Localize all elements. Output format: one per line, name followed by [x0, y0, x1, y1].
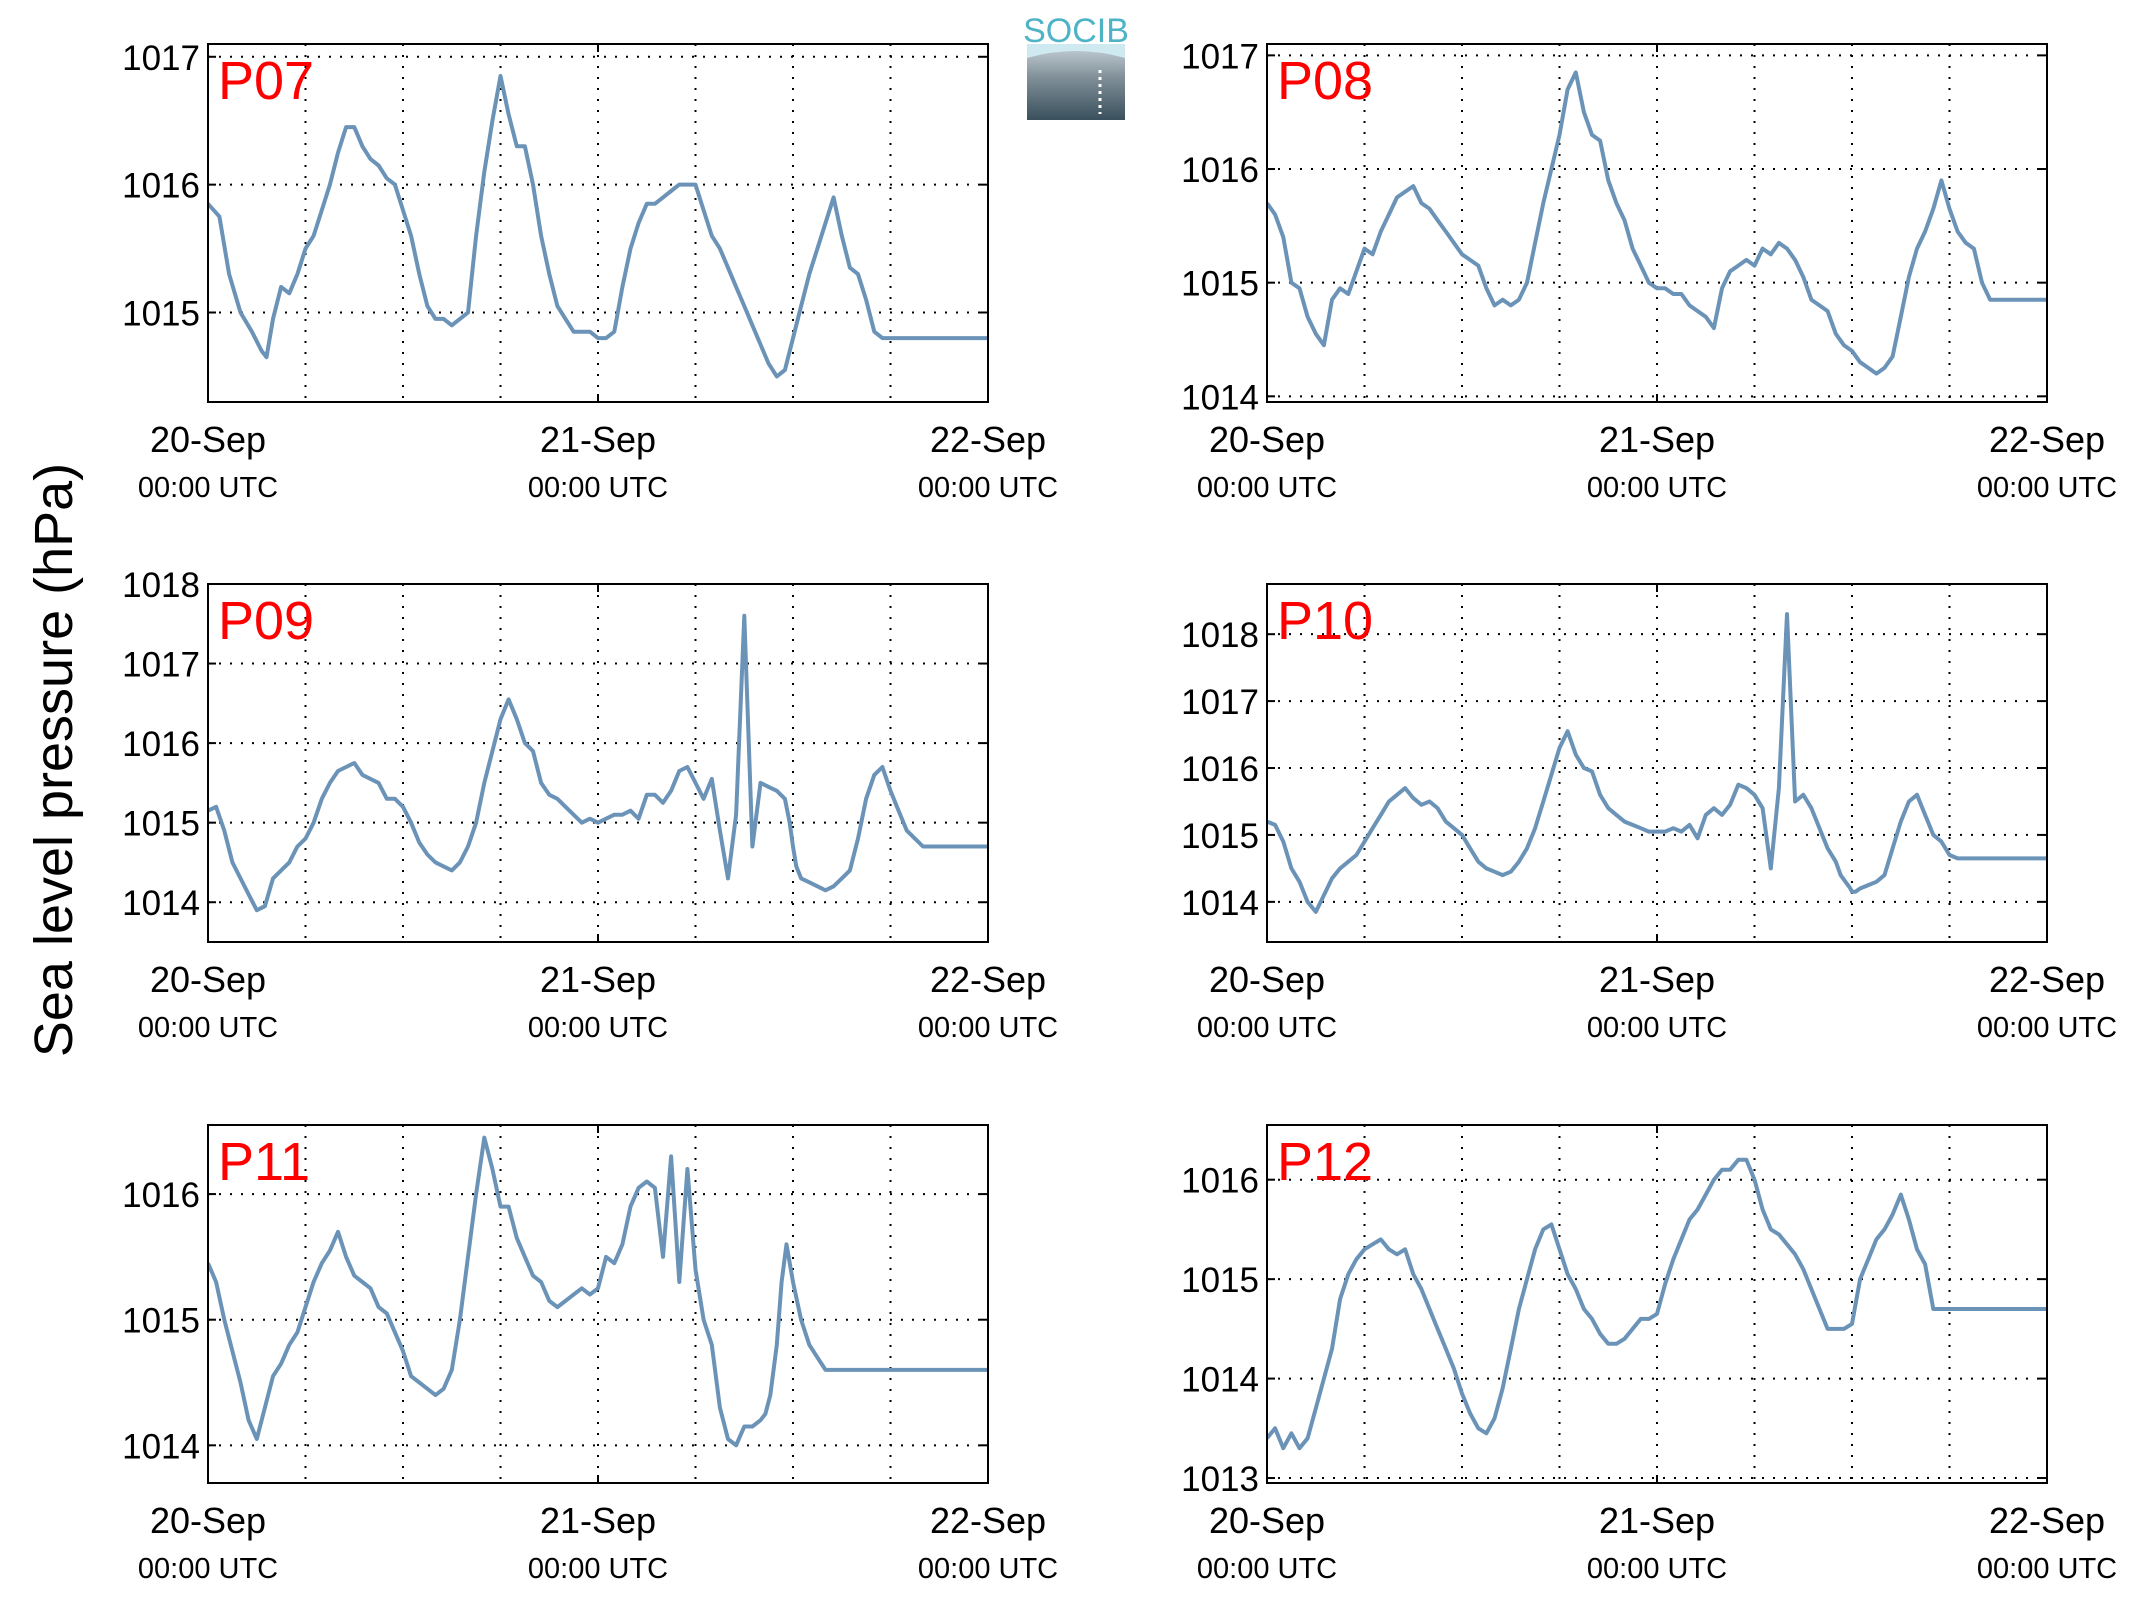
y-tick-label: 1015	[1181, 265, 1259, 304]
y-tick-label: 1017	[122, 646, 200, 685]
station-label: P09	[218, 591, 314, 651]
x-tick-sublabel: 00:00 UTC	[528, 1012, 668, 1044]
pressure-series-line	[1267, 612, 2047, 914]
y-axis-label: Sea level pressure (hPa)	[24, 463, 84, 1057]
y-tick-label: 1014	[122, 884, 200, 923]
x-tick-label: 20-Sep	[1209, 1500, 1325, 1541]
panel-p09: 1014 1015 1016 1017 1018 20-Sep 00:00 UTC 21-Se…	[122, 566, 1058, 1044]
y-tick-label: 1018	[1181, 616, 1259, 655]
y-tick-label: 1017	[122, 39, 200, 78]
x-tick-label: 22-Sep	[930, 1500, 1046, 1541]
y-tick-label: 1016	[1181, 1162, 1259, 1201]
x-tick-sublabel: 00:00 UTC	[918, 472, 1058, 504]
y-tick-label: 1013	[1181, 1460, 1259, 1499]
y-tick-label: 1018	[122, 566, 200, 605]
x-tick-sublabel: 00:00 UTC	[138, 1553, 278, 1585]
y-tick-label: 1016	[122, 167, 200, 206]
x-tick-sublabel: 00:00 UTC	[138, 1012, 278, 1044]
y-tick-label: 1015	[1181, 1261, 1259, 1300]
y-tick-label: 1017	[1181, 37, 1259, 76]
x-tick-label: 21-Sep	[1599, 419, 1715, 460]
socib-logo: SOCIB	[1023, 12, 1129, 120]
station-label: P12	[1277, 1132, 1373, 1192]
x-tick-sublabel: 00:00 UTC	[1197, 1012, 1337, 1044]
x-tick-sublabel: 00:00 UTC	[138, 472, 278, 504]
y-tick-label: 1015	[122, 1302, 200, 1341]
station-label: P10	[1277, 591, 1373, 651]
logo-text: SOCIB	[1023, 12, 1129, 50]
x-tick-sublabel: 00:00 UTC	[1977, 1012, 2117, 1044]
x-tick-label: 20-Sep	[150, 959, 266, 1000]
x-tick-sublabel: 00:00 UTC	[918, 1012, 1058, 1044]
x-tick-label: 20-Sep	[1209, 959, 1325, 1000]
pressure-series-line	[208, 1135, 988, 1448]
y-tick-label: 1016	[1181, 750, 1259, 789]
y-tick-label: 1015	[122, 295, 200, 334]
x-tick-label: 22-Sep	[930, 959, 1046, 1000]
x-tick-sublabel: 00:00 UTC	[1977, 1553, 2117, 1585]
y-tick-label: 1015	[1181, 817, 1259, 856]
x-tick-label: 21-Sep	[540, 1500, 656, 1541]
panel-p10: 1014 1015 1016 1017 1018 20-Sep 00:00 UTC 21-Se…	[1181, 583, 2117, 1044]
x-tick-sublabel: 00:00 UTC	[1977, 472, 2117, 504]
y-tick-label: 1017	[1181, 683, 1259, 722]
pressure-series-line	[1267, 1157, 2047, 1451]
station-label: P07	[218, 51, 314, 111]
station-label: P08	[1277, 51, 1373, 111]
x-tick-label: 22-Sep	[1989, 419, 2105, 460]
x-tick-label: 21-Sep	[1599, 1500, 1715, 1541]
x-tick-sublabel: 00:00 UTC	[528, 472, 668, 504]
x-tick-sublabel: 00:00 UTC	[918, 1553, 1058, 1585]
x-tick-sublabel: 00:00 UTC	[1197, 1553, 1337, 1585]
x-tick-label: 22-Sep	[930, 419, 1046, 460]
y-tick-label: 1014	[122, 1427, 200, 1466]
y-tick-label: 1016	[1181, 151, 1259, 190]
y-tick-label: 1015	[122, 805, 200, 844]
panel-p07: 1015 1016 1017 20-Sep 00:00 UTC 21-Sep 00:00 U…	[122, 39, 1058, 504]
pressure-series-line	[1267, 70, 2047, 376]
logo-wave-icon	[1027, 44, 1125, 58]
x-tick-label: 20-Sep	[1209, 419, 1325, 460]
pressure-series-line	[208, 74, 988, 379]
y-tick-label: 1016	[122, 1176, 200, 1215]
x-tick-label: 20-Sep	[150, 1500, 266, 1541]
logo-badge	[1027, 44, 1125, 120]
y-tick-label: 1016	[122, 725, 200, 764]
x-tick-sublabel: 00:00 UTC	[1587, 472, 1727, 504]
x-tick-label: 22-Sep	[1989, 959, 2105, 1000]
panel-p08: 1014 1015 1016 1017 20-Sep 00:00 UTC 21-Sep 00:…	[1181, 37, 2117, 504]
x-tick-label: 21-Sep	[1599, 959, 1715, 1000]
panel-p12: 1013 1014 1015 1016 20-Sep 00:00 UTC 21-Sep 00:…	[1181, 1124, 2117, 1585]
station-label: P11	[218, 1132, 310, 1192]
x-tick-sublabel: 00:00 UTC	[528, 1553, 668, 1585]
x-tick-label: 21-Sep	[540, 419, 656, 460]
x-tick-label: 21-Sep	[540, 959, 656, 1000]
y-tick-label: 1014	[1181, 378, 1259, 417]
x-tick-sublabel: 00:00 UTC	[1587, 1012, 1727, 1044]
y-tick-label: 1014	[1181, 884, 1259, 923]
x-tick-label: 22-Sep	[1989, 1500, 2105, 1541]
panels-container: 1015 1016 1017 20-Sep 00:00 UTC 21-Sep 00:00 U…	[122, 37, 2117, 1585]
panel-p11: 1014 1015 1016 20-Sep 00:00 UTC 21-Sep 00:00 U…	[122, 1124, 1058, 1585]
x-tick-sublabel: 00:00 UTC	[1587, 1553, 1727, 1585]
pressure-series-line	[208, 613, 988, 913]
x-tick-label: 20-Sep	[150, 419, 266, 460]
y-tick-label: 1014	[1181, 1361, 1259, 1400]
x-tick-sublabel: 00:00 UTC	[1197, 472, 1337, 504]
